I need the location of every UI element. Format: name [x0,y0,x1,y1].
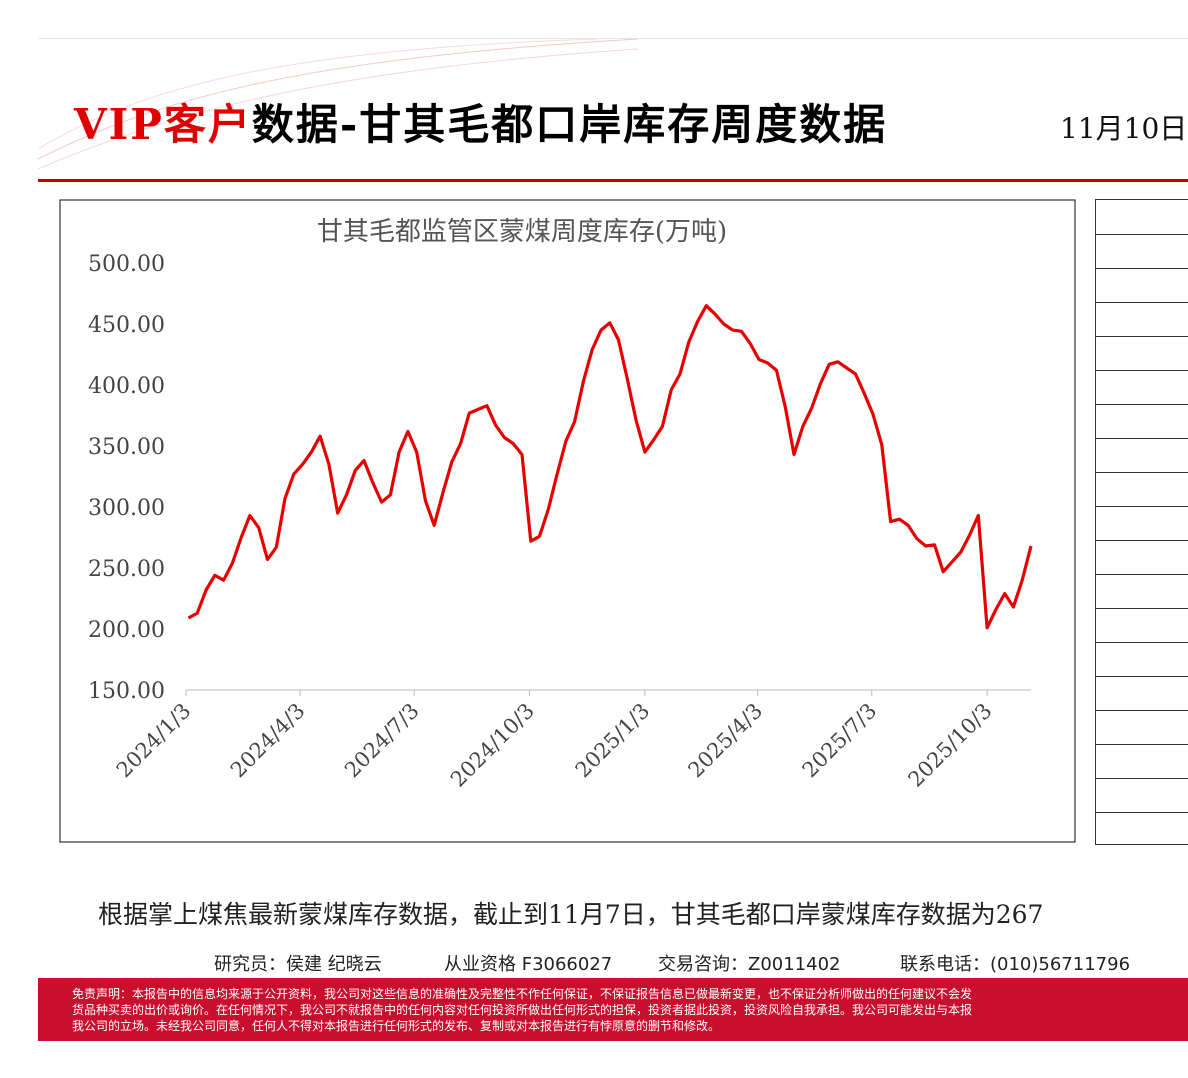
disclaimer: 免责声明：本报告中的信息均来源于公开资料，我公司对这些信息的准确性及完整性不作任… [38,978,1188,1041]
table-row-line [1096,608,1188,609]
table-row-line [1096,574,1188,575]
consulting: 交易咨询：Z0011402 [658,954,841,975]
table-row-line [1096,642,1188,643]
summary: 根据掌上煤焦最新蒙煤库存数据，截止到11月7日，甘其毛都口岸蒙煤库存数据为267 [98,900,1044,929]
table-row-line [1096,744,1188,745]
table-row-line [1096,370,1188,371]
table-row-line [1096,676,1188,677]
table-row-line [1096,404,1188,405]
disclaimer-line: 我公司的立场。未经我公司同意，任何人不得对本报告进行任何形式的发布、复制或对本报… [72,1019,721,1033]
chart: 甘其毛都监管区蒙煤周度库存(万吨) 150.00 200.00 250.00 300.… [59,199,1076,843]
title-main: 数据-甘其毛都口岸库存周度数据 [251,100,888,149]
table-row-line [1096,812,1188,813]
y-tick-label: 450.00 [88,313,165,338]
disclaimer-line: 货品种买卖的出价或询价。在任何情况下，我公司不就报告中的任何内容对任何投资所做出… [72,1003,973,1017]
y-tick-label: 350.00 [88,435,165,460]
table-row-line [1096,540,1188,541]
table-row-line [1096,710,1188,711]
researcher: 研究员：侯建 纪晓云 [214,954,382,975]
table-row-line [1096,438,1188,439]
table-row-line [1096,268,1188,269]
side-table [1095,199,1188,845]
y-tick-label: 250.00 [88,557,165,582]
title-rule [38,179,1188,182]
disclaimer-line: 免责声明：本报告中的信息均来源于公开资料，我公司对这些信息的准确性及完整性不作任… [72,987,973,1001]
chart-title: 甘其毛都监管区蒙煤周度库存(万吨) [317,217,727,247]
y-tick-label: 400.00 [88,374,165,399]
page-title: VIP客户数据-甘其毛都口岸库存周度数据 [74,91,887,152]
table-row-line [1096,506,1188,507]
table-row-line [1096,302,1188,303]
y-tick-label: 200.00 [88,618,165,643]
data-line [187,304,1033,630]
table-row-line [1096,472,1188,473]
y-tick-label: 300.00 [88,496,165,521]
report-date: 11月10日 [1060,112,1188,145]
table-row-line [1096,778,1188,779]
chart-frame [59,199,1076,843]
decoration [38,39,638,170]
y-tick-label: 150.00 [88,679,165,704]
title-highlight: VIP客户 [74,100,252,149]
table-row-line [1096,234,1188,235]
table-row-line [1096,336,1188,337]
qualification: 从业资格 F3066027 [444,954,613,975]
phone: 联系电话：(010)56711796 [900,954,1131,975]
y-tick-label: 500.00 [88,252,165,277]
